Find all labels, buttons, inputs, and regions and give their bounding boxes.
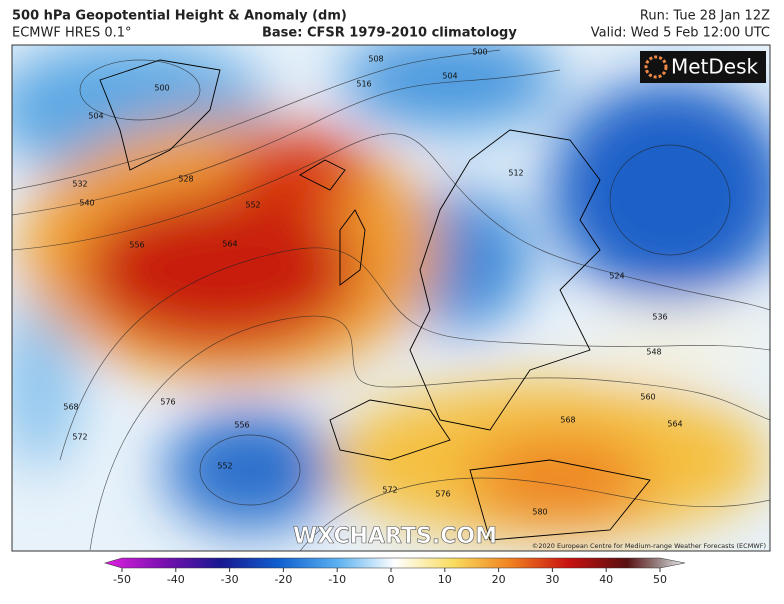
contour-label: 548: [646, 348, 661, 357]
contour-label: 528: [178, 175, 193, 184]
contour-label: 504: [88, 112, 103, 121]
colorbar-tick-label: 10: [438, 573, 452, 586]
contour-label: 572: [382, 486, 397, 495]
contour-label: 516: [356, 80, 371, 89]
contour-label: 580: [532, 508, 547, 517]
contour-label: 556: [129, 241, 144, 250]
copyright: ©2020 European Centre for Medium-range W…: [532, 542, 766, 550]
base: Base: CFSR 1979-2010 climatology: [262, 26, 517, 41]
colorbar-tick-label: -40: [167, 573, 185, 586]
colorbar-tick-label: 30: [545, 573, 559, 586]
run: Run: Tue 28 Jan 12Z: [640, 9, 770, 24]
colorbar-tick-label: -10: [328, 573, 346, 586]
map-frame: [11, 44, 771, 552]
logo-icon: [644, 55, 668, 79]
contour-label: 568: [560, 416, 575, 425]
colorbar-tick-label: -50: [113, 573, 131, 586]
contour-label: 524: [609, 272, 624, 281]
watermark: WXCHARTS.COM: [293, 524, 497, 549]
colorbar-tick-label: 0: [388, 573, 395, 586]
title: 500 hPa Geopotential Height & Anomaly (d…: [12, 9, 347, 24]
contour-labels: 508 516 500 504 504 500 532 528 540 556 564 552 512 5…: [63, 48, 682, 517]
colorbar-tick-label: 50: [653, 573, 667, 586]
colorbar-tick-label: -30: [221, 573, 239, 586]
contour-label: 576: [160, 398, 175, 407]
contour-label: 556: [234, 421, 249, 430]
valid: Valid: Wed 5 Feb 12:00 UTC: [591, 26, 770, 41]
contour-label: 564: [667, 420, 682, 429]
contour-label: 508: [368, 55, 383, 64]
contour-label: 536: [652, 313, 667, 322]
contour-label: 532: [72, 180, 87, 189]
colorbar: [103, 557, 686, 569]
contour-label: 500: [472, 48, 487, 57]
contour-label: 512: [508, 169, 523, 178]
logo: MetDesk: [671, 55, 759, 79]
colorbar-tick-label: 20: [492, 573, 506, 586]
contour-label: 560: [640, 393, 655, 402]
contour-label: 572: [72, 433, 87, 442]
contour-label: 500: [154, 84, 169, 93]
logo-box: [640, 51, 766, 83]
colorbar-tick-label: 40: [599, 573, 613, 586]
contour-label: 552: [217, 462, 232, 471]
model: ECMWF HRES 0.1°: [12, 26, 132, 41]
contour-label: 576: [435, 490, 450, 499]
colorbar-ticks: -50 -40 -30 -20 -10 0 10 20 30 40 50: [113, 568, 667, 586]
contour-label: 568: [63, 403, 78, 412]
colorbar-tick-label: -20: [274, 573, 292, 586]
map: [12, 45, 770, 551]
contour-label: 564: [222, 240, 237, 249]
contour-label: 504: [442, 72, 457, 81]
contour-label: 540: [79, 199, 94, 208]
contour-label: 552: [245, 201, 260, 210]
